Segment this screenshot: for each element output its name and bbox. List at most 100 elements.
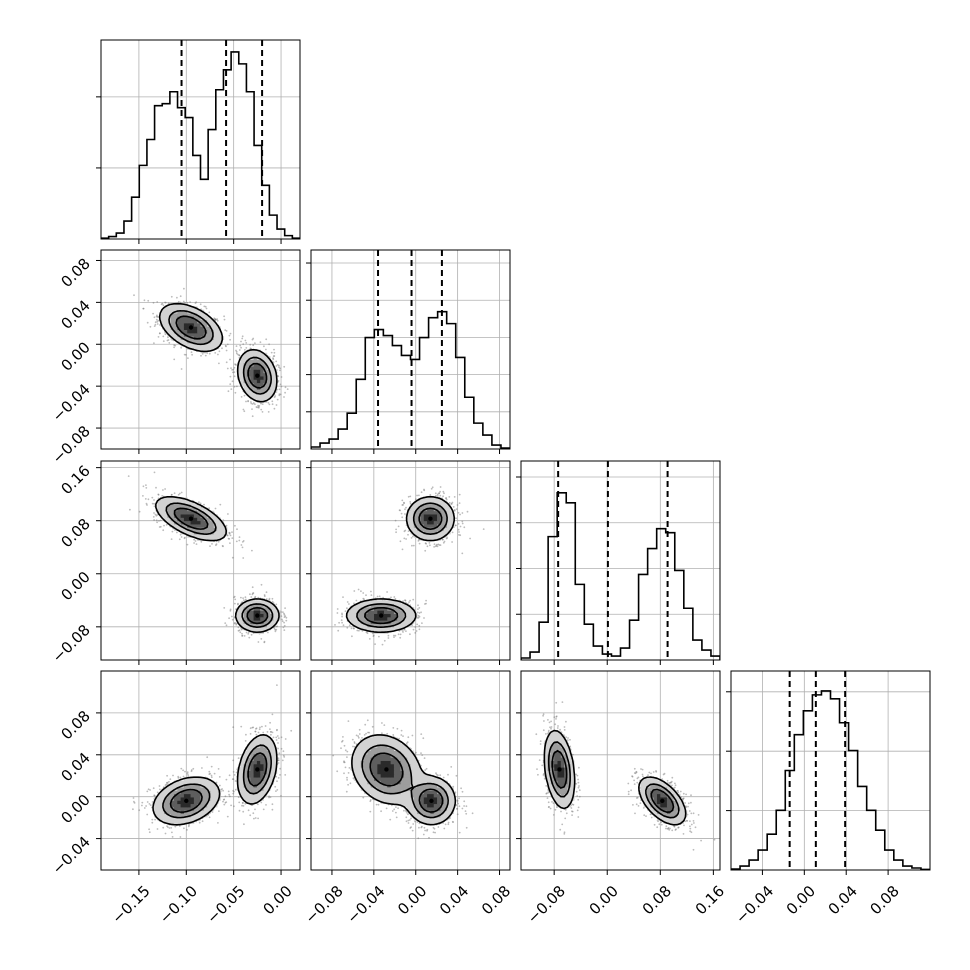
- sample-point: [450, 502, 453, 505]
- sample-point: [179, 295, 182, 298]
- sample-point: [225, 624, 228, 627]
- density-cell: [250, 369, 254, 374]
- density-cell: [164, 504, 168, 508]
- density-cell: [183, 530, 188, 535]
- sample-point: [409, 495, 412, 498]
- density-cell: [173, 517, 178, 522]
- density-cell: [183, 514, 188, 518]
- sample-point: [397, 525, 400, 528]
- density-cell: [240, 369, 245, 374]
- sample-point: [279, 383, 282, 386]
- sample-point: [171, 530, 174, 533]
- density-cell: [187, 510, 191, 515]
- sample-point: [265, 348, 267, 351]
- sample-point: [424, 603, 426, 605]
- sample-point: [466, 510, 469, 513]
- sample-point: [144, 498, 147, 500]
- density-cell: [250, 616, 254, 621]
- sample-point: [147, 498, 150, 501]
- density-cell: [266, 376, 271, 380]
- density-cell: [190, 500, 195, 505]
- sample-point: [344, 610, 347, 612]
- sample-point: [146, 321, 149, 324]
- sample-point: [225, 330, 228, 332]
- sample-point: [194, 540, 197, 542]
- density-cell: [253, 626, 258, 631]
- scatter-panel-2-0: [96, 460, 301, 665]
- sample-point: [173, 358, 176, 361]
- sample-point: [239, 631, 242, 634]
- density-cell: [177, 306, 181, 311]
- density-cell: [263, 376, 268, 380]
- density-cell: [157, 500, 162, 505]
- density-cell: [253, 349, 258, 354]
- sample-point: [145, 484, 147, 486]
- sample-point: [416, 611, 419, 614]
- sample-point: [247, 633, 250, 635]
- sample-point: [252, 402, 255, 404]
- density-cell: [236, 369, 241, 374]
- sample-point: [394, 519, 397, 522]
- sample-point: [241, 546, 244, 549]
- histogram-panel-3: [726, 670, 931, 875]
- sample-point: [436, 545, 439, 548]
- sample-point: [241, 541, 244, 543]
- sample-point: [418, 494, 420, 497]
- density-cell: [183, 336, 188, 340]
- sample-point: [211, 543, 213, 545]
- density-cell: [270, 385, 274, 390]
- density-cell: [164, 313, 168, 317]
- sample-point: [455, 508, 458, 510]
- sample-point: [252, 344, 255, 347]
- sample-point: [153, 342, 155, 344]
- sample-point: [242, 343, 245, 346]
- sample-point: [228, 334, 231, 337]
- sample-point: [178, 538, 181, 541]
- sample-point: [461, 522, 464, 525]
- density-cell: [217, 336, 221, 340]
- density-cell: [180, 332, 185, 337]
- density-cell: [187, 514, 191, 518]
- sample-point: [153, 519, 156, 521]
- sample-point: [279, 367, 281, 370]
- sample-point: [224, 622, 227, 624]
- sample-point: [261, 411, 264, 413]
- density-cell: [173, 497, 178, 502]
- sample-point: [247, 631, 250, 634]
- density-cell: [256, 366, 261, 370]
- density-cell: [170, 504, 175, 508]
- sample-point: [261, 403, 264, 405]
- density-cell: [200, 533, 205, 538]
- sample-point: [238, 349, 241, 351]
- density-cell: [253, 376, 258, 380]
- sample-point: [186, 543, 189, 546]
- density-cell: [266, 620, 271, 624]
- sample-point: [162, 340, 165, 343]
- sample-point: [233, 622, 236, 625]
- density-cell: [203, 510, 208, 515]
- sample-point: [270, 351, 273, 354]
- sample-point: [336, 612, 339, 614]
- sample-point: [190, 351, 193, 354]
- density-cell: [256, 376, 261, 380]
- density-cell: [210, 319, 215, 324]
- sample-point: [251, 415, 254, 418]
- contour-line: [175, 315, 268, 389]
- density-cell: [263, 600, 268, 605]
- density-cell: [160, 322, 165, 327]
- density-cell: [164, 517, 168, 522]
- density-cell: [190, 530, 195, 535]
- sample-point: [402, 504, 404, 506]
- contour-line: [173, 507, 269, 625]
- density-cell: [246, 600, 251, 605]
- sample-point: [173, 492, 176, 495]
- density-cell: [217, 524, 221, 528]
- density-cell: [213, 339, 218, 344]
- density-cell: [266, 392, 271, 397]
- sample-point: [357, 588, 360, 591]
- sample-point: [231, 615, 233, 618]
- sample-point: [245, 400, 247, 403]
- density-cell: [256, 382, 261, 387]
- sample-point: [250, 633, 253, 636]
- density-cell: [190, 342, 195, 347]
